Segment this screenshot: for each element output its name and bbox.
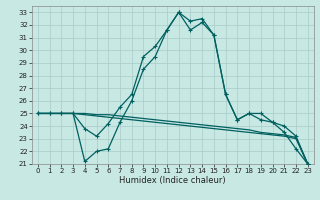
X-axis label: Humidex (Indice chaleur): Humidex (Indice chaleur): [119, 176, 226, 185]
